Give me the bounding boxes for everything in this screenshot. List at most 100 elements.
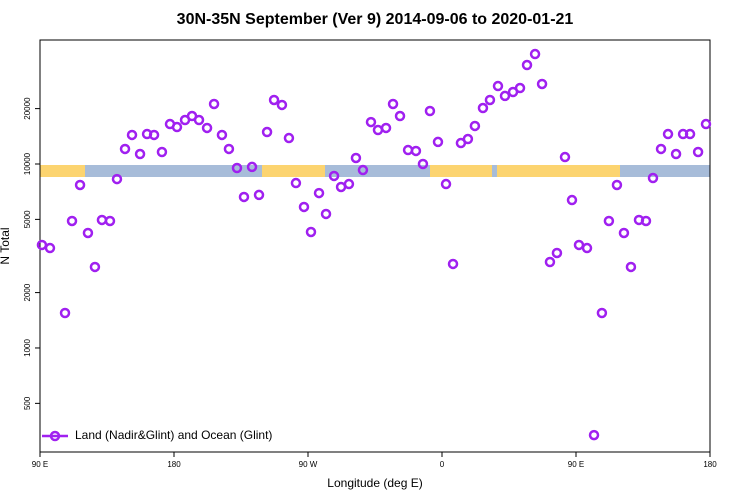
y-tick-label: 10000 <box>23 152 32 175</box>
data-point <box>231 162 243 174</box>
data-point <box>119 143 131 155</box>
data-point <box>536 78 548 90</box>
data-point <box>82 227 94 239</box>
data-point <box>320 208 332 220</box>
data-point <box>290 177 302 189</box>
data-point <box>193 114 205 126</box>
data-point <box>462 133 474 145</box>
data-point <box>447 258 459 270</box>
data-point <box>276 99 288 111</box>
data-point <box>343 178 355 190</box>
data-point <box>394 110 406 122</box>
data-point <box>89 261 101 273</box>
x-tick-label: 0 <box>440 460 445 469</box>
data-point <box>216 129 228 141</box>
data-point <box>596 307 608 319</box>
data-point <box>283 132 295 144</box>
data-point <box>581 242 593 254</box>
data-point <box>59 307 71 319</box>
data-point <box>156 146 168 158</box>
data-point <box>544 256 556 268</box>
data-point <box>700 118 712 130</box>
y-tick-label: 5000 <box>23 210 32 228</box>
data-point <box>223 143 235 155</box>
data-point <box>410 145 422 157</box>
data-point <box>492 80 504 92</box>
land-band <box>430 165 492 177</box>
data-point <box>365 116 377 128</box>
x-tick-label: 90 E <box>568 460 584 469</box>
data-point <box>625 261 637 273</box>
data-point <box>551 247 563 259</box>
data-point <box>74 179 86 191</box>
data-point <box>171 121 183 133</box>
data-point <box>111 173 123 185</box>
land-band <box>497 165 620 177</box>
y-axis-label: N Total <box>0 227 12 264</box>
data-point <box>66 215 78 227</box>
data-point <box>469 120 481 132</box>
data-point <box>670 148 682 160</box>
data-point <box>313 187 325 199</box>
data-point <box>201 122 213 134</box>
land-band <box>40 165 85 177</box>
data-point <box>148 129 160 141</box>
data-point <box>380 122 392 134</box>
y-tick-label: 500 <box>23 396 32 410</box>
data-point <box>208 98 220 110</box>
data-point <box>238 191 250 203</box>
data-point <box>692 146 704 158</box>
x-tick-label: 180 <box>167 460 181 469</box>
data-point <box>618 227 630 239</box>
y-tick-label: 2000 <box>23 283 32 301</box>
data-point <box>559 151 571 163</box>
data-point <box>372 124 384 136</box>
x-tick-label: 90 E <box>32 460 48 469</box>
data-point <box>126 129 138 141</box>
x-tick-label: 90 W <box>299 460 318 469</box>
data-point <box>499 90 511 102</box>
x-axis-label: Longitude (deg E) <box>327 476 422 490</box>
data-point <box>611 179 623 191</box>
data-point <box>387 98 399 110</box>
data-point <box>603 215 615 227</box>
data-point <box>684 128 696 140</box>
data-point <box>655 143 667 155</box>
data-point <box>96 214 108 226</box>
data-point <box>566 194 578 206</box>
data-point <box>440 178 452 190</box>
plot-frame <box>39 39 711 453</box>
data-point <box>647 172 659 184</box>
data-point <box>253 189 265 201</box>
chart-title: 30N-35N September (Ver 9) 2014-09-06 to … <box>177 11 574 28</box>
data-point <box>529 48 541 60</box>
data-point <box>357 164 369 176</box>
data-point <box>104 215 116 227</box>
data-point <box>424 105 436 117</box>
data-point <box>134 148 146 160</box>
data-point <box>662 128 674 140</box>
data-point <box>246 161 258 173</box>
data-point <box>268 94 280 106</box>
data-point <box>477 102 489 114</box>
data-point <box>328 170 340 182</box>
data-point <box>432 136 444 148</box>
data-point <box>484 94 496 106</box>
y-tick-label: 1000 <box>23 339 32 357</box>
data-point <box>261 126 273 138</box>
data-point <box>44 242 56 254</box>
data-point <box>514 82 526 94</box>
y-tick-label: 20000 <box>23 97 32 120</box>
land-band <box>262 165 325 177</box>
land-ocean-band <box>40 165 710 177</box>
data-point <box>588 429 600 441</box>
data-point <box>640 215 652 227</box>
data-point <box>305 226 317 238</box>
data-point <box>350 152 362 164</box>
data-point <box>417 158 429 170</box>
legend-label: Land (Nadir&Glint) and Ocean (Glint) <box>75 428 272 442</box>
data-point <box>298 201 310 213</box>
x-tick-label: 180 <box>703 460 717 469</box>
data-point <box>521 59 533 71</box>
